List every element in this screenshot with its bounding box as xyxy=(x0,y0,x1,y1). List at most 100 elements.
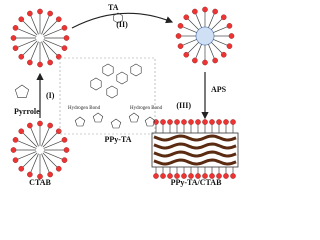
head xyxy=(153,173,159,179)
head xyxy=(55,53,62,60)
head xyxy=(27,171,33,178)
tail xyxy=(211,42,223,54)
tail xyxy=(213,39,228,46)
tail xyxy=(17,140,37,149)
head xyxy=(63,147,70,153)
head xyxy=(61,25,68,31)
tail xyxy=(213,26,228,33)
tail xyxy=(187,18,199,30)
zoom-box xyxy=(59,57,156,135)
tail xyxy=(195,44,202,59)
head xyxy=(183,14,190,21)
head xyxy=(177,23,184,29)
head xyxy=(192,8,198,15)
tail xyxy=(208,13,215,28)
head xyxy=(61,137,68,143)
tail xyxy=(208,44,215,59)
tail xyxy=(43,39,63,48)
head xyxy=(181,173,187,179)
tail xyxy=(30,127,39,147)
head xyxy=(18,16,25,23)
head xyxy=(12,137,19,143)
head xyxy=(12,45,19,51)
ring xyxy=(113,12,123,24)
head xyxy=(12,25,19,31)
head xyxy=(202,6,208,13)
tail xyxy=(17,151,37,160)
micelle-core xyxy=(195,26,215,46)
ring xyxy=(92,112,104,123)
head xyxy=(183,51,190,58)
ring xyxy=(128,112,140,123)
ppy-chain xyxy=(153,150,237,158)
head xyxy=(37,61,43,68)
ring xyxy=(102,63,114,77)
tail xyxy=(195,13,202,28)
molecule-label: PPy-TA xyxy=(105,135,132,144)
head xyxy=(61,45,68,51)
head xyxy=(216,173,222,179)
tail xyxy=(30,153,39,173)
head xyxy=(37,120,43,127)
tail xyxy=(43,151,63,160)
head xyxy=(27,59,33,66)
tail xyxy=(22,132,38,148)
head xyxy=(160,173,166,179)
tail xyxy=(42,40,58,56)
ctab-label: CTAB xyxy=(29,178,51,187)
head xyxy=(195,173,201,179)
ring xyxy=(90,77,102,91)
reagent-ta: TA xyxy=(108,3,119,12)
tail xyxy=(211,18,223,30)
tail xyxy=(43,28,63,37)
head xyxy=(47,10,53,17)
head xyxy=(192,57,198,64)
head xyxy=(47,122,53,129)
pyrrole-label: Pyrrole xyxy=(14,107,40,116)
diagram: TA (II) APS (III) (I) Pyrrole CTAB PPy-T… xyxy=(10,3,239,187)
tail xyxy=(42,132,58,148)
ring xyxy=(130,63,142,77)
head xyxy=(27,10,33,17)
head xyxy=(18,165,25,172)
head xyxy=(195,119,201,125)
ring xyxy=(106,85,118,99)
tail xyxy=(187,42,199,54)
tail xyxy=(30,41,39,61)
tail xyxy=(182,26,197,33)
head xyxy=(177,43,184,49)
head xyxy=(63,35,70,41)
ring xyxy=(14,84,30,98)
ring xyxy=(116,71,128,85)
arrow-top xyxy=(71,12,174,29)
tail xyxy=(182,39,197,46)
tail xyxy=(43,140,63,149)
head xyxy=(223,119,229,125)
tail xyxy=(22,40,38,56)
head xyxy=(230,119,236,125)
hbond-left: Hydrogen Bond xyxy=(68,106,101,111)
head xyxy=(10,147,17,153)
tail xyxy=(41,127,50,147)
head xyxy=(18,53,25,60)
head xyxy=(55,16,62,23)
head xyxy=(188,173,194,179)
head xyxy=(160,119,166,125)
head xyxy=(226,43,233,49)
head xyxy=(37,173,43,180)
head xyxy=(10,35,17,41)
head xyxy=(55,165,62,172)
hbond-right: Hydrogen Bond xyxy=(130,106,163,111)
head xyxy=(37,8,43,15)
reagent-aps: APS xyxy=(211,85,227,94)
step-ii: (II) xyxy=(116,20,128,29)
step-iii: (III) xyxy=(176,101,191,110)
head xyxy=(27,122,33,129)
tail xyxy=(41,153,50,173)
head xyxy=(18,128,25,135)
head xyxy=(174,173,180,179)
ppy-chain xyxy=(153,142,237,150)
ring xyxy=(74,116,86,127)
head xyxy=(61,157,68,163)
head xyxy=(212,57,218,64)
